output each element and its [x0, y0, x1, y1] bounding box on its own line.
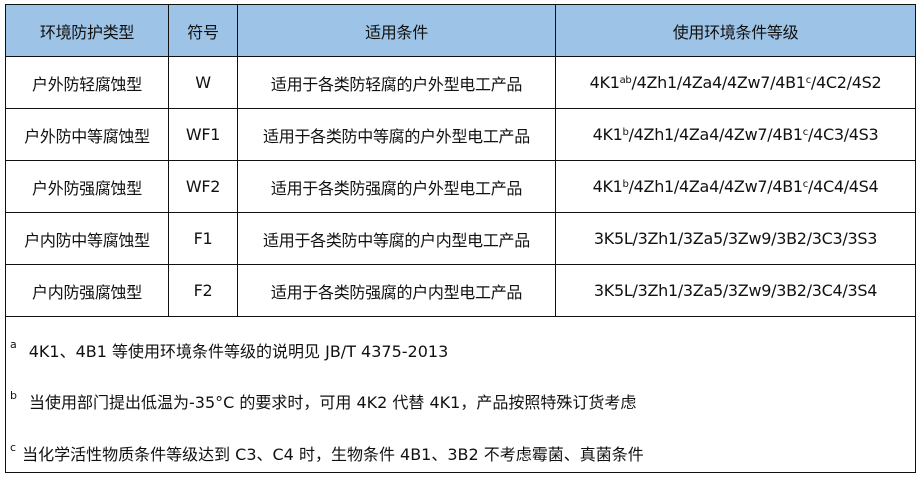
header-symbol: 符号	[168, 4, 238, 57]
footnote-ref: c	[805, 75, 812, 86]
type-cell: 户外防中等腐蚀型	[5, 108, 169, 161]
footnote-text: 当使用部门提出低温为-35°C 的要求时，可用 4K2 代替 4K1，产品按照特…	[28, 393, 637, 412]
symbol-cell: W	[168, 56, 238, 109]
footnote-b: b 当使用部门提出低温为-35°C 的要求时，可用 4K2 代替 4K1，产品按照…	[10, 389, 636, 413]
grade-text: /4Zh1/4Za4/4Zw7/4B1	[628, 177, 804, 196]
table-row: 户外防强腐蚀型 WF2 适用于各类防强腐的户外型电工产品 4K1b/4Zh1/4Za4…	[5, 160, 916, 213]
symbol-cell: F2	[168, 264, 238, 317]
footnote-mark: a	[10, 338, 17, 351]
grade-text: /4C2/4S2	[810, 73, 882, 92]
symbol-cell: WF2	[168, 160, 238, 213]
condition-cell: 适用于各类防强腐的户内型电工产品	[237, 264, 556, 317]
footnote-ref: b	[622, 127, 629, 138]
grade-cell: 3K5L/3Zh1/3Za5/3Zw9/3B2/3C3/3S3	[555, 212, 916, 265]
type-cell: 户内防中等腐蚀型	[5, 212, 169, 265]
grade-cell: 3K5L/3Zh1/3Za5/3Zw9/3B2/3C4/3S4	[555, 264, 916, 317]
header-row: 环境防护类型 符号 适用条件 使用环境条件等级	[5, 4, 916, 57]
type-cell: 户内防强腐蚀型	[5, 264, 169, 317]
footnote-ref: c	[802, 179, 809, 190]
grade-text: /4Zh1/4Za4/4Zw7/4B1	[631, 73, 807, 92]
grade-cell: 4K1b/4Zh1/4Za4/4Zw7/4B1c/4C3/4S3	[555, 108, 916, 161]
environment-protection-table: 环境防护类型 符号 适用条件 使用环境条件等级 户外防轻腐蚀型 W 适用于各类防轻腐…	[5, 4, 916, 473]
symbol-cell: F1	[168, 212, 238, 265]
footnote-mark: b	[10, 389, 17, 402]
symbol-cell: WF1	[168, 108, 238, 161]
grade-text: 4K1	[589, 73, 620, 92]
table-row: 户外防中等腐蚀型 WF1 适用于各类防中等腐的户外型电工产品 4K1b/4Zh1/4Z…	[5, 108, 916, 161]
grade-cell: 4K1b/4Zh1/4Za4/4Zw7/4B1c/4C4/4S4	[555, 160, 916, 213]
condition-cell: 适用于各类防中等腐的户内型电工产品	[237, 212, 556, 265]
condition-cell: 适用于各类防强腐的户外型电工产品	[237, 160, 556, 213]
footnote-ref: b	[622, 179, 629, 190]
grade-text: 3K5L/3Zh1/3Za5/3Zw9/3B2/3C3/3S3	[593, 229, 878, 248]
footnote-a: a 4K1、4B1 等使用环境条件等级的说明见 JB/T 4375-2013	[10, 338, 448, 362]
footnote-text: 当化学活性物质条件等级达到 C3、C4 时，生物条件 4B1、3B2 不考虑霉菌…	[22, 445, 644, 464]
grade-text: /4C3/4S3	[807, 125, 879, 144]
footnote-c: c 当化学活性物质条件等级达到 C3、C4 时，生物条件 4B1、3B2 不考虑霉…	[10, 441, 644, 465]
footnote-ref: c	[802, 127, 809, 138]
footnote-ref: ab	[619, 75, 632, 86]
table-row: 户外防轻腐蚀型 W 适用于各类防轻腐的户外型电工产品 4K1ab/4Zh1/4Za4/…	[5, 56, 916, 109]
type-cell: 户外防强腐蚀型	[5, 160, 169, 213]
table-row: 户内防强腐蚀型 F2 适用于各类防强腐的户内型电工产品 3K5L/3Zh1/3Za5/…	[5, 264, 916, 317]
grade-text: /4Zh1/4Za4/4Zw7/4B1	[628, 125, 804, 144]
condition-cell: 适用于各类防中等腐的户外型电工产品	[237, 108, 556, 161]
table-row: 户内防中等腐蚀型 F1 适用于各类防中等腐的户内型电工产品 3K5L/3Zh1/3Za…	[5, 212, 916, 265]
type-cell: 户外防轻腐蚀型	[5, 56, 169, 109]
header-type: 环境防护类型	[5, 4, 169, 57]
header-condition: 适用条件	[237, 4, 556, 57]
footnotes-cell	[5, 316, 916, 473]
footnote-mark: c	[10, 441, 17, 454]
header-grade: 使用环境条件等级	[555, 4, 916, 57]
footnote-text: 4K1、4B1 等使用环境条件等级的说明见 JB/T 4375-2013	[28, 342, 449, 361]
condition-cell: 适用于各类防轻腐的户外型电工产品	[237, 56, 556, 109]
grade-cell: 4K1ab/4Zh1/4Za4/4Zw7/4B1c/4C2/4S2	[555, 56, 916, 109]
grade-text: 4K1	[592, 177, 623, 196]
grade-text: /4C4/4S4	[807, 177, 879, 196]
grade-text: 4K1	[592, 125, 623, 144]
grade-text: 3K5L/3Zh1/3Za5/3Zw9/3B2/3C4/3S4	[593, 281, 878, 300]
